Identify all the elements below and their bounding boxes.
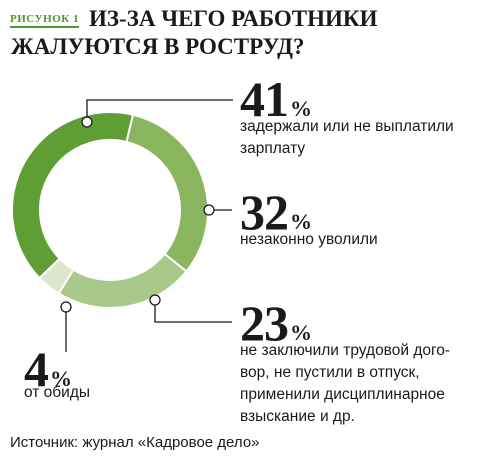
source-note: Источник: журнал «Кадровое дело» bbox=[10, 434, 260, 451]
connector-41 bbox=[86, 99, 233, 122]
connector-dot-32 bbox=[203, 204, 215, 216]
slice-desc-4: от обиды bbox=[24, 384, 91, 401]
chart-title-line1: ИЗ-ЗА ЧЕГО РАБОТНИКИ bbox=[89, 6, 378, 31]
connector-dot-23 bbox=[149, 294, 161, 306]
slice-value-41: 41% bbox=[240, 71, 312, 127]
slice-desc-41: задержали или не выплатили зарплату bbox=[240, 118, 454, 157]
connector-23 bbox=[154, 300, 232, 323]
chart-title: ИЗ-ЗА ЧЕГО РАБОТНИКИ ЖАЛУЮТСЯ В РОСТРУД? bbox=[11, 5, 489, 61]
chart-title-line2: ЖАЛУЮТСЯ В РОСТРУД? bbox=[11, 34, 305, 59]
slice-value-4: 4% bbox=[24, 341, 72, 397]
slice-desc-23: не заключили трудовой дого-вор, не пусти… bbox=[240, 342, 451, 425]
figure-label: РИСУНОК 1 bbox=[10, 13, 79, 28]
connector-dot-41 bbox=[81, 116, 93, 128]
donut-slice-41 bbox=[11, 111, 135, 280]
connector-dot-4 bbox=[60, 301, 72, 313]
slice-value-23: 23% bbox=[240, 295, 312, 351]
donut-slice-23 bbox=[57, 252, 188, 309]
donut-slice-4 bbox=[38, 257, 75, 295]
slice-value-32: 32% bbox=[240, 184, 312, 240]
donut-slice-32 bbox=[125, 113, 209, 273]
slice-desc-32: незаконно уволили bbox=[240, 231, 378, 248]
